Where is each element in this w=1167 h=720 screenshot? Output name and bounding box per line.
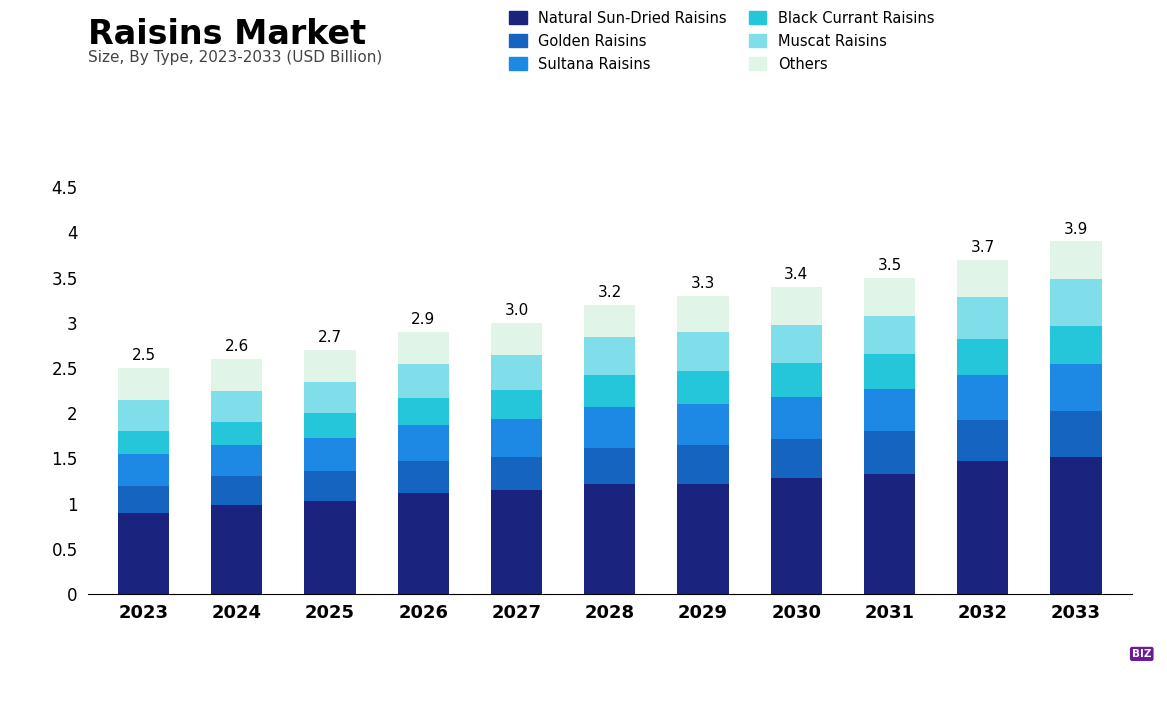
Text: 3.0: 3.0 — [504, 303, 529, 318]
Text: 3.4: 3.4 — [784, 267, 809, 282]
Bar — [118, 513, 169, 594]
Text: At the CAGR of:: At the CAGR of: — [29, 685, 159, 701]
Bar — [211, 505, 263, 594]
Bar — [677, 296, 728, 332]
Bar — [398, 332, 449, 364]
Bar — [770, 325, 822, 364]
Bar — [770, 397, 822, 439]
Bar — [118, 485, 169, 513]
Text: 4.7%: 4.7% — [263, 652, 371, 690]
Bar — [770, 478, 822, 594]
Text: 3.7: 3.7 — [971, 240, 995, 255]
Bar — [1050, 279, 1102, 326]
Bar — [305, 382, 356, 413]
Bar — [585, 305, 635, 337]
Bar — [211, 477, 263, 505]
Bar — [585, 375, 635, 407]
Bar — [864, 278, 915, 315]
Bar — [1050, 411, 1102, 456]
Bar — [118, 454, 169, 485]
Text: 2.9: 2.9 — [411, 312, 435, 328]
Bar — [864, 431, 915, 474]
Text: 2.5: 2.5 — [132, 348, 155, 364]
Text: 3.2: 3.2 — [598, 285, 622, 300]
Bar — [491, 456, 543, 490]
Bar — [1050, 456, 1102, 594]
Bar — [864, 354, 915, 389]
Bar — [957, 297, 1008, 339]
Text: 3.9: 3.9 — [1064, 222, 1088, 237]
Bar — [305, 413, 356, 438]
Bar — [677, 332, 728, 371]
Bar — [957, 259, 1008, 297]
Bar — [398, 425, 449, 461]
Text: The Market will Grow: The Market will Grow — [29, 648, 204, 663]
Text: 2.6: 2.6 — [224, 339, 249, 354]
Bar — [118, 431, 169, 454]
Bar — [770, 439, 822, 478]
Text: BIZ: BIZ — [1132, 649, 1152, 659]
Bar — [770, 287, 822, 325]
Bar — [491, 323, 543, 356]
Text: 2.7: 2.7 — [317, 330, 342, 346]
Text: MarketResearch: MarketResearch — [992, 645, 1152, 663]
Bar — [211, 391, 263, 422]
Bar — [957, 375, 1008, 420]
Bar — [585, 448, 635, 484]
Bar — [864, 474, 915, 594]
Bar — [1050, 326, 1102, 364]
Bar — [1050, 241, 1102, 279]
Bar — [118, 400, 169, 431]
Legend: Natural Sun-Dried Raisins, Golden Raisins, Sultana Raisins, Black Currant Raisin: Natural Sun-Dried Raisins, Golden Raisin… — [509, 11, 935, 72]
Text: Raisins Market: Raisins Market — [88, 18, 365, 51]
Bar — [211, 445, 263, 477]
Bar — [585, 337, 635, 375]
Bar — [864, 389, 915, 431]
Bar — [864, 315, 915, 354]
Text: 3.5: 3.5 — [878, 258, 902, 273]
Text: ✔: ✔ — [945, 655, 969, 683]
Bar — [305, 501, 356, 594]
Bar — [770, 364, 822, 397]
Bar — [677, 484, 728, 594]
Bar — [118, 368, 169, 400]
Bar — [957, 339, 1008, 375]
Bar — [677, 445, 728, 484]
Bar — [677, 371, 728, 404]
Bar — [1050, 364, 1102, 411]
Text: Size, By Type, 2023-2033 (USD Billion): Size, By Type, 2023-2033 (USD Billion) — [88, 50, 382, 66]
Bar — [398, 461, 449, 492]
Text: The forecasted market: The forecasted market — [467, 647, 655, 662]
Bar — [677, 404, 728, 445]
Bar — [305, 350, 356, 382]
Text: WIDE RANGE OF GLOBAL MARKET REPORTS: WIDE RANGE OF GLOBAL MARKET REPORTS — [992, 688, 1167, 697]
Bar — [491, 356, 543, 390]
Bar — [398, 492, 449, 594]
Bar — [957, 461, 1008, 594]
Bar — [585, 484, 635, 594]
Bar — [305, 438, 356, 471]
Bar — [491, 390, 543, 418]
Bar — [957, 420, 1008, 461]
Text: size for 2033 in USD:: size for 2033 in USD: — [467, 683, 640, 698]
Bar — [398, 364, 449, 398]
Bar — [305, 471, 356, 501]
Bar — [211, 422, 263, 445]
Text: 3.3: 3.3 — [691, 276, 715, 291]
Text: $3.9 B: $3.9 B — [735, 652, 874, 690]
Bar — [398, 398, 449, 425]
Bar — [211, 359, 263, 390]
Bar — [491, 418, 543, 456]
Bar — [585, 407, 635, 448]
Bar — [491, 490, 543, 594]
